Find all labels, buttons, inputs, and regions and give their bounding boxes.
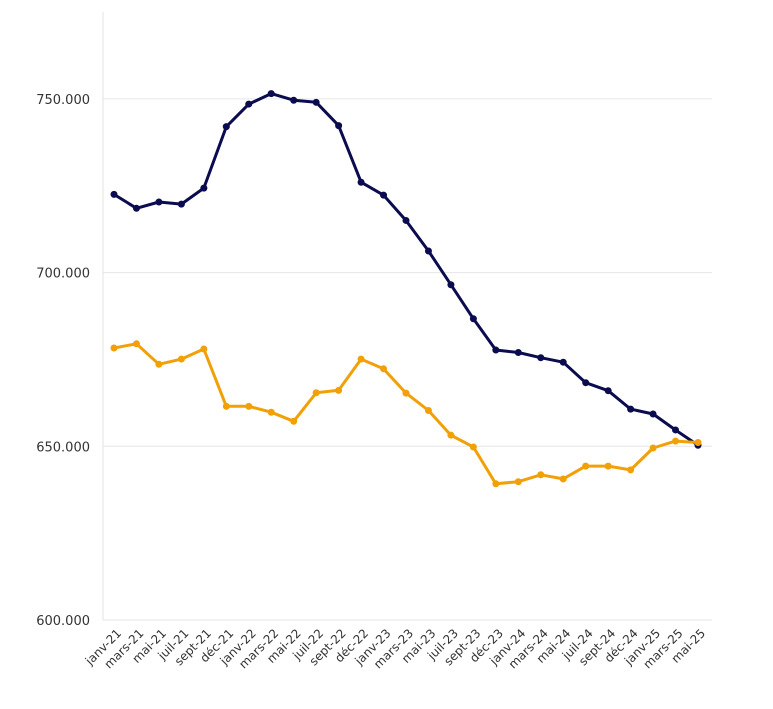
- series-2-point: [604, 462, 612, 470]
- gridlines: [103, 98, 712, 621]
- series-1-point: [514, 348, 522, 356]
- series-1-point: [469, 315, 477, 323]
- series-2-point: [267, 408, 275, 416]
- y-tick-label: 650.000: [36, 440, 90, 455]
- series-2-point: [559, 475, 567, 483]
- series-layer: [110, 90, 702, 488]
- series-2-point: [582, 462, 590, 470]
- y-tick-label: 600.000: [36, 614, 90, 629]
- series-1-point: [424, 247, 432, 255]
- series-2-point: [492, 480, 500, 488]
- series-2-point: [694, 438, 702, 446]
- series-2-point: [357, 355, 365, 363]
- series-1-point: [335, 122, 343, 130]
- series-1: [110, 90, 702, 449]
- y-tick-label: 750.000: [36, 93, 90, 108]
- series-1-point: [245, 100, 253, 108]
- series-1-point: [672, 426, 680, 434]
- series-2-point: [672, 437, 680, 445]
- series-2-point: [380, 365, 388, 373]
- series-1-point: [177, 200, 185, 208]
- series-2-point: [132, 340, 140, 348]
- series-2-line: [112, 342, 700, 486]
- series-2-point: [110, 344, 118, 352]
- series-2-point: [402, 389, 410, 397]
- series-2-point: [312, 389, 320, 397]
- series-2-point: [424, 407, 432, 415]
- series-1-point: [559, 358, 567, 366]
- series-2-point: [155, 360, 163, 368]
- series-2-point: [222, 402, 230, 410]
- series-1-point: [312, 98, 320, 106]
- series-2: [110, 340, 702, 488]
- series-2-point: [200, 345, 208, 353]
- y-axis-ticks: 600.000 650.000 700.000 750.000: [36, 93, 90, 629]
- series-1-point: [604, 387, 612, 395]
- series-1-point: [110, 190, 118, 198]
- series-2-point: [447, 431, 455, 439]
- series-1-point: [222, 123, 230, 131]
- series-2-point: [627, 466, 635, 474]
- series-1-point: [290, 96, 298, 104]
- series-2-point: [290, 417, 298, 425]
- y-tick-label: 700.000: [36, 267, 90, 282]
- x-axis-ticks: janv-21mars-21mai-21juil-21sept-21déc-21…: [82, 626, 708, 671]
- series-1-point: [537, 354, 545, 362]
- series-1-point: [627, 405, 635, 413]
- series-1-point: [380, 191, 388, 199]
- series-2-point: [514, 478, 522, 486]
- series-1-point: [267, 90, 275, 98]
- series-1-point: [492, 346, 500, 354]
- series-1-point: [155, 198, 163, 206]
- series-1-point: [649, 410, 657, 418]
- series-1-point: [447, 281, 455, 289]
- series-1-point: [582, 379, 590, 387]
- series-1-point: [357, 178, 365, 186]
- series-2-point: [649, 444, 657, 452]
- series-2-point: [177, 355, 185, 363]
- series-1-point: [132, 204, 140, 212]
- series-2-point: [469, 443, 477, 451]
- series-2-point: [245, 402, 253, 410]
- series-1-point: [402, 216, 410, 224]
- series-2-point: [537, 471, 545, 479]
- series-1-point: [200, 184, 208, 192]
- series-2-point: [335, 386, 343, 394]
